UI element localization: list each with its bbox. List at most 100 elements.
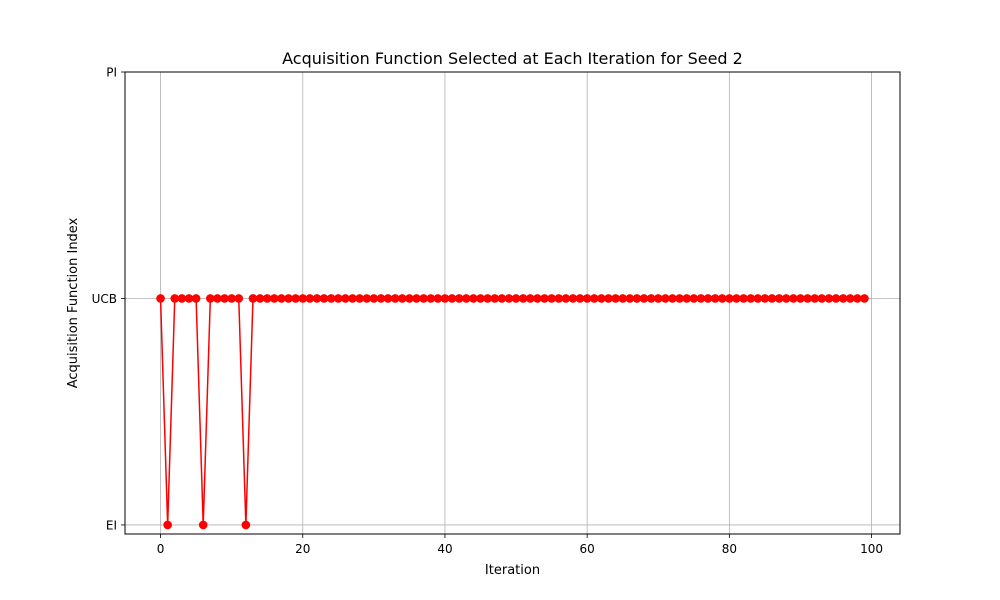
data-point	[440, 294, 450, 303]
data-point	[810, 294, 819, 303]
data-point	[547, 294, 556, 303]
data-point	[469, 294, 478, 303]
data-point	[334, 294, 343, 303]
data-point	[504, 294, 514, 303]
data-point	[725, 294, 734, 303]
data-point	[618, 294, 628, 303]
y-tick-label: EI	[106, 518, 117, 532]
data-point	[789, 294, 798, 303]
data-point	[554, 294, 564, 303]
data-point	[405, 294, 414, 303]
y-axis-label: Acquisition Function Index	[66, 217, 81, 388]
data-point	[262, 294, 272, 303]
data-point	[305, 294, 315, 303]
data-point	[319, 294, 329, 303]
chart-title: Acquisition Function Selected at Each It…	[282, 49, 743, 68]
plot-frame	[124, 71, 901, 535]
data-point	[362, 294, 372, 303]
data-point	[198, 520, 208, 530]
x-tick-label: 20	[295, 542, 310, 556]
data-point	[163, 520, 172, 530]
data-point	[860, 294, 869, 303]
data-point	[220, 294, 229, 303]
y-tick-label: UCB	[92, 292, 117, 306]
data-point	[156, 294, 165, 303]
data-point	[696, 294, 706, 303]
data-point	[653, 294, 663, 303]
y-tick-label: PI	[106, 66, 117, 80]
data-point	[525, 294, 535, 303]
data-point	[490, 294, 500, 303]
data-point	[227, 294, 236, 303]
data-point	[831, 294, 841, 303]
x-axis-label: Iteration	[485, 563, 540, 578]
data-point	[689, 294, 699, 303]
data-point	[838, 294, 848, 303]
data-point	[298, 294, 308, 303]
data-point	[518, 294, 528, 303]
data-point	[625, 294, 635, 303]
data-point	[817, 294, 827, 303]
data-point	[213, 294, 222, 303]
data-point	[589, 294, 599, 303]
data-point	[426, 294, 436, 303]
data-point	[291, 294, 300, 303]
data-point	[170, 294, 180, 303]
data-point	[739, 294, 748, 303]
data-point	[682, 294, 691, 303]
data-point	[533, 294, 542, 303]
data-point	[824, 294, 834, 303]
data-point	[177, 294, 187, 303]
data-point	[433, 294, 443, 303]
data-point	[326, 294, 336, 303]
data-point	[597, 294, 606, 303]
data-point	[540, 294, 549, 303]
data-point	[781, 294, 791, 303]
data-point	[582, 294, 592, 303]
data-point	[746, 294, 755, 303]
data-point	[369, 294, 379, 303]
data-point	[639, 294, 649, 303]
data-point	[732, 294, 741, 303]
data-point	[241, 520, 251, 530]
data-point	[191, 294, 201, 303]
data-point	[270, 294, 279, 303]
data-point	[611, 294, 620, 303]
data-point	[632, 294, 642, 303]
x-tick-label: 0	[157, 542, 165, 556]
data-point	[355, 294, 364, 303]
data-point	[184, 294, 194, 303]
data-point	[447, 294, 457, 303]
data-point	[668, 294, 677, 303]
data-point	[575, 294, 585, 303]
data-point	[497, 294, 507, 303]
data-point	[561, 294, 571, 303]
data-point	[511, 294, 521, 303]
x-tick-label: 80	[722, 542, 737, 556]
data-point	[412, 294, 421, 303]
series-layer	[156, 294, 869, 530]
ticks: 0 20 40 60 80 100 EI UCB PI	[92, 66, 883, 557]
x-tick-label: 60	[580, 542, 595, 556]
x-tick-label: 40	[437, 542, 452, 556]
data-point	[646, 294, 656, 303]
data-point	[376, 294, 386, 303]
data-point	[717, 294, 727, 303]
data-point	[767, 294, 777, 303]
data-point	[675, 294, 684, 303]
data-point	[255, 294, 265, 303]
data-point	[853, 294, 862, 303]
data-point	[348, 294, 357, 303]
data-point	[341, 294, 350, 303]
data-point	[604, 294, 613, 303]
data-point	[312, 294, 322, 303]
data-point	[397, 294, 407, 303]
data-point	[661, 294, 670, 303]
data-point	[234, 294, 244, 303]
data-point	[703, 294, 713, 303]
data-point	[461, 294, 471, 303]
data-point	[803, 294, 812, 303]
data-point	[796, 294, 805, 303]
data-point	[753, 294, 763, 303]
